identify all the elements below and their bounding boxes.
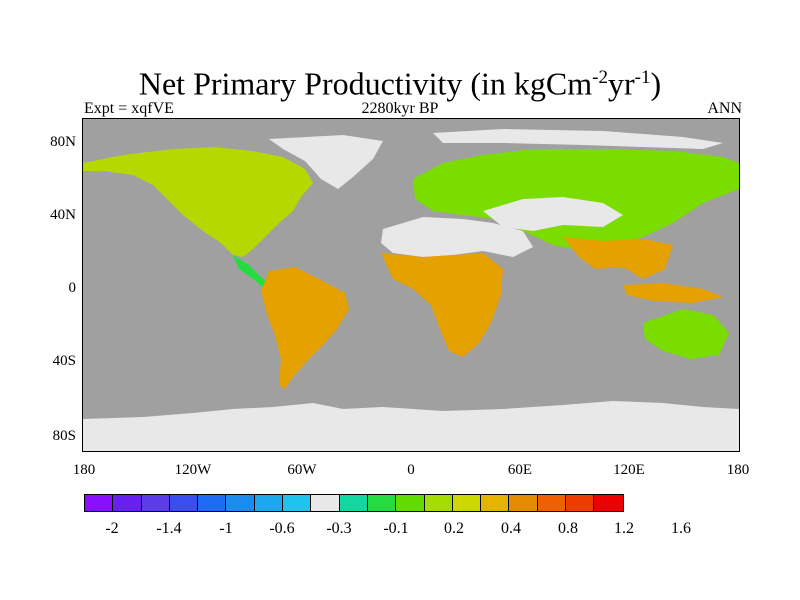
colorbar-label: -0.1 xyxy=(383,520,409,537)
colorbar-swatch xyxy=(254,495,284,511)
antarctica xyxy=(83,401,739,451)
colorbar-label: -0.3 xyxy=(326,520,352,537)
colorbar-swatch xyxy=(537,495,567,511)
sahara-arabia xyxy=(381,217,533,257)
central-america xyxy=(233,255,271,289)
colorbar-swatch xyxy=(424,495,453,511)
lon-tick: 60W xyxy=(287,462,317,478)
colorbar-swatch xyxy=(113,495,142,511)
colorbar-label: -2 xyxy=(105,520,119,537)
lon-tick: 180 xyxy=(726,462,750,478)
southeast-asia xyxy=(563,237,673,279)
experiment-label: Expt = xqfVE xyxy=(84,100,174,117)
colorbar-swatch xyxy=(283,495,312,511)
colorbar-swatch xyxy=(85,495,114,511)
central-asia-desert xyxy=(483,197,623,231)
season-label: ANN xyxy=(707,100,742,117)
time-label: 2280kyr BP xyxy=(361,100,439,117)
lat-tick: 40S xyxy=(52,353,76,369)
colorbar-swatch xyxy=(367,495,397,511)
colorbar-label: 0.2 xyxy=(444,520,464,537)
lon-tick: 120E xyxy=(613,462,645,478)
indonesia xyxy=(623,283,723,303)
colorbar-swatch xyxy=(509,495,538,511)
lat-tick: 80N xyxy=(50,134,76,150)
colorbar-swatch xyxy=(339,495,368,511)
colorbar-swatch xyxy=(169,495,199,511)
lon-tick: 60E xyxy=(507,462,533,478)
south-america xyxy=(261,267,349,389)
colorbar-swatch xyxy=(594,495,623,511)
colorbar-swatch xyxy=(198,495,227,511)
colorbar xyxy=(84,494,624,512)
lat-tick: 80S xyxy=(52,428,76,444)
colorbar-label: -1.4 xyxy=(156,520,182,537)
colorbar-label: 0.8 xyxy=(558,520,578,537)
lat-tick: 40N xyxy=(50,207,76,223)
greenland xyxy=(269,135,383,189)
lon-tick: 120W xyxy=(174,462,212,478)
colorbar-swatch xyxy=(452,495,482,511)
colorbar-swatch xyxy=(566,495,595,511)
arctic-islands xyxy=(433,129,723,149)
colorbar-label: 1.2 xyxy=(614,520,634,537)
colorbar-label: 1.6 xyxy=(671,520,691,537)
africa xyxy=(381,253,503,357)
colorbar-swatch xyxy=(396,495,425,511)
colorbar-swatch xyxy=(481,495,510,511)
colorbar-swatch xyxy=(226,495,255,511)
colorbar-label: -1 xyxy=(219,520,233,537)
colorbar-swatch xyxy=(311,495,340,511)
map-panel xyxy=(82,118,740,452)
colorbar-swatch xyxy=(141,495,170,511)
world-map xyxy=(83,119,739,451)
colorbar-label: 0.4 xyxy=(501,520,521,537)
north-america xyxy=(83,147,313,257)
lon-tick: 0 xyxy=(407,462,415,478)
colorbar-label: -0.6 xyxy=(269,520,295,537)
lon-tick: 180 xyxy=(72,462,96,478)
chart-title: Net Primary Productivity (in kgCm-2yr-1) xyxy=(138,65,662,102)
australia xyxy=(643,309,729,359)
lat-tick: 0 xyxy=(68,280,77,296)
